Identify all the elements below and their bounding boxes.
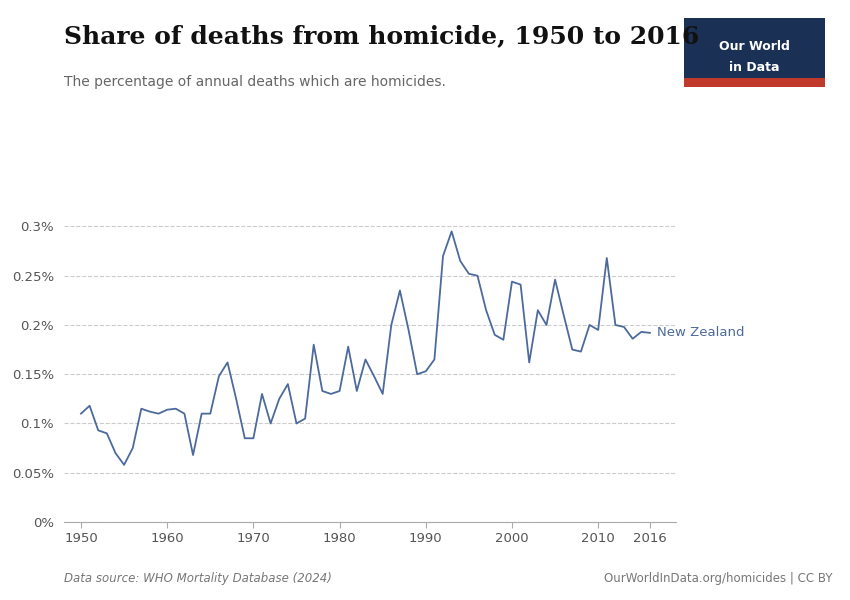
Bar <box>684 78 824 87</box>
Text: Share of deaths from homicide, 1950 to 2016: Share of deaths from homicide, 1950 to 2… <box>64 24 699 48</box>
Text: Data source: WHO Mortality Database (2024): Data source: WHO Mortality Database (202… <box>64 572 332 585</box>
Text: The percentage of annual deaths which are homicides.: The percentage of annual deaths which ar… <box>64 75 445 89</box>
Text: New Zealand: New Zealand <box>657 326 745 340</box>
Text: in Data: in Data <box>729 61 779 74</box>
FancyBboxPatch shape <box>684 18 824 87</box>
Text: OurWorldInData.org/homicides | CC BY: OurWorldInData.org/homicides | CC BY <box>604 572 833 585</box>
Text: Our World: Our World <box>719 40 790 53</box>
